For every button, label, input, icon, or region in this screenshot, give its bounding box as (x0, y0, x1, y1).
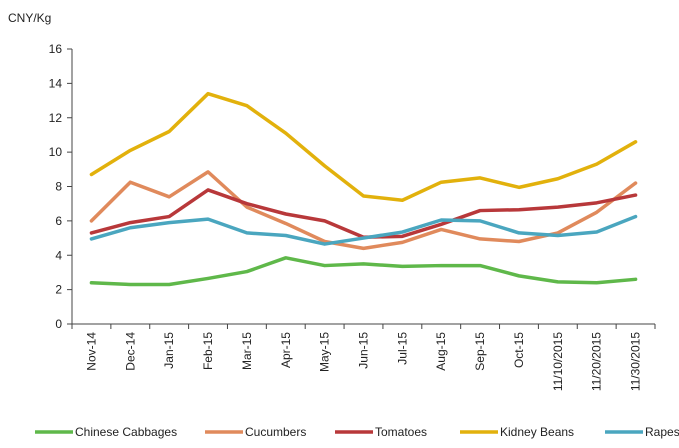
y-tick-label: 16 (49, 42, 63, 56)
x-tick-label: 11/10/2015 (551, 332, 565, 391)
x-tick-label: Oct-15 (512, 332, 526, 368)
y-tick-label: 2 (55, 283, 62, 297)
y-tick-label: 0 (55, 317, 62, 331)
x-tick-label: Aug-15 (434, 332, 448, 371)
x-tick-label: Jun-15 (357, 332, 371, 369)
x-tick-label: Sep-15 (473, 332, 487, 371)
line-series (89, 256, 638, 287)
legend-label: Tomatoes (375, 425, 427, 439)
y-tick-label: 8 (55, 180, 62, 194)
x-tick-label: 11/20/2015 (590, 332, 604, 391)
y-axis-label: CNY/Kg (8, 11, 51, 25)
x-tick-label: Nov-14 (84, 332, 98, 371)
y-tick-label: 4 (55, 248, 62, 262)
y-tick-label: 10 (49, 145, 63, 159)
x-tick-label: Jan-15 (162, 332, 176, 369)
legend-label: Chinese Cabbages (75, 425, 177, 439)
x-tick-label: 11/30/2015 (629, 332, 643, 391)
legend-label: Kidney Beans (500, 425, 574, 439)
line-series (89, 91, 638, 202)
legend-label: Cucumbers (245, 425, 306, 439)
line-series (89, 214, 638, 246)
x-tick-label: May-15 (318, 332, 332, 372)
x-tick-label: Feb-15 (201, 332, 215, 370)
y-tick-label: 12 (49, 111, 63, 125)
legend-label: Rapes (645, 425, 679, 439)
x-tick-label: Apr-15 (279, 332, 293, 368)
x-tick-label: Dec-14 (123, 332, 137, 371)
x-tick-label: Jul-15 (395, 332, 409, 365)
x-tick-label: Mar-15 (240, 332, 254, 370)
y-tick-label: 14 (49, 76, 63, 90)
y-tick-label: 6 (55, 214, 62, 228)
